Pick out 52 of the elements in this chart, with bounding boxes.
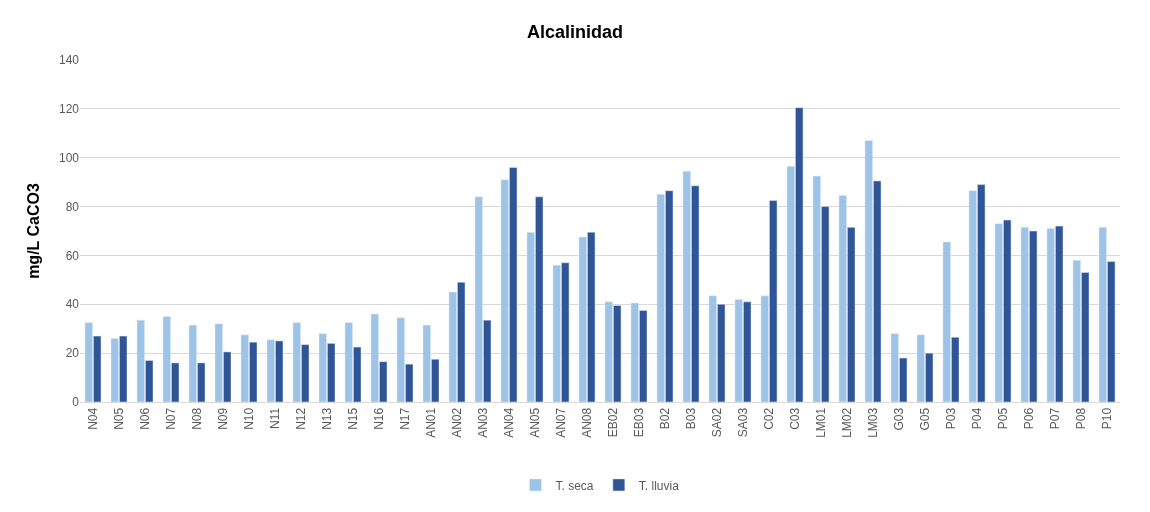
x-tick-label: AN07 xyxy=(553,407,568,438)
x-tick-label: P04 xyxy=(969,407,984,430)
x-tick-label: N12 xyxy=(293,407,308,430)
y-tick-label: 0 xyxy=(72,395,80,410)
x-tick-label: N15 xyxy=(345,407,360,430)
y-tick-label: 80 xyxy=(65,199,80,214)
x-tick-label: B03 xyxy=(683,407,698,430)
x-tick-label: SA03 xyxy=(735,407,750,438)
y-tick-label: 140 xyxy=(58,53,80,68)
x-tick-label: EB02 xyxy=(605,407,620,438)
x-tick-label: N10 xyxy=(241,407,256,430)
x-tick-label: P03 xyxy=(943,407,958,430)
y-tick-label: 60 xyxy=(65,248,80,263)
x-tick-label: AN03 xyxy=(475,407,490,438)
x-tick-label: LM03 xyxy=(865,407,880,438)
x-tick-label: N16 xyxy=(371,407,386,430)
x-tick-label: N05 xyxy=(111,407,126,430)
y-tick-label: 20 xyxy=(65,346,80,361)
x-tick-label: EB03 xyxy=(631,407,646,438)
x-tick-label: N07 xyxy=(163,407,178,430)
legend-label: T. seca xyxy=(555,478,594,493)
x-tick-label: B02 xyxy=(657,407,672,430)
x-tick-label: N11 xyxy=(267,407,282,429)
x-tick-label: N09 xyxy=(215,407,230,430)
x-tick-label: LM01 xyxy=(813,407,828,438)
x-tick-label: AN01 xyxy=(423,407,438,438)
x-tick-label: N06 xyxy=(137,407,152,430)
chart-title: Alcalinidad xyxy=(526,22,624,43)
x-tick-label: SA02 xyxy=(709,407,724,438)
x-tick-label: N08 xyxy=(189,407,204,430)
x-tick-label: G05 xyxy=(917,407,932,431)
y-tick-label: 100 xyxy=(58,150,80,165)
x-tick-label: AN05 xyxy=(527,407,542,438)
x-tick-label: AN02 xyxy=(449,407,464,438)
x-tick-label: LM02 xyxy=(839,407,854,438)
x-tick-label: G03 xyxy=(891,407,906,431)
x-tick-label: C02 xyxy=(761,407,776,430)
x-tick-label: N04 xyxy=(85,407,100,430)
y-axis-title: mg/L CaCO3 xyxy=(24,183,42,279)
x-tick-label: P05 xyxy=(995,407,1010,430)
x-tick-label: P07 xyxy=(1047,407,1062,430)
legend-label: T. lluvia xyxy=(638,478,680,493)
x-tick-label: AN04 xyxy=(501,407,516,438)
x-tick-label: P08 xyxy=(1073,407,1088,430)
x-tick-label: N17 xyxy=(397,407,412,430)
x-tick-label: N13 xyxy=(319,407,334,430)
y-tick-label: 40 xyxy=(65,297,80,312)
x-tick-label: AN08 xyxy=(579,407,594,438)
x-tick-label: P06 xyxy=(1021,407,1036,430)
y-tick-label: 120 xyxy=(58,102,80,117)
x-tick-label: P10 xyxy=(1099,407,1114,430)
x-tick-label: C03 xyxy=(787,407,802,430)
